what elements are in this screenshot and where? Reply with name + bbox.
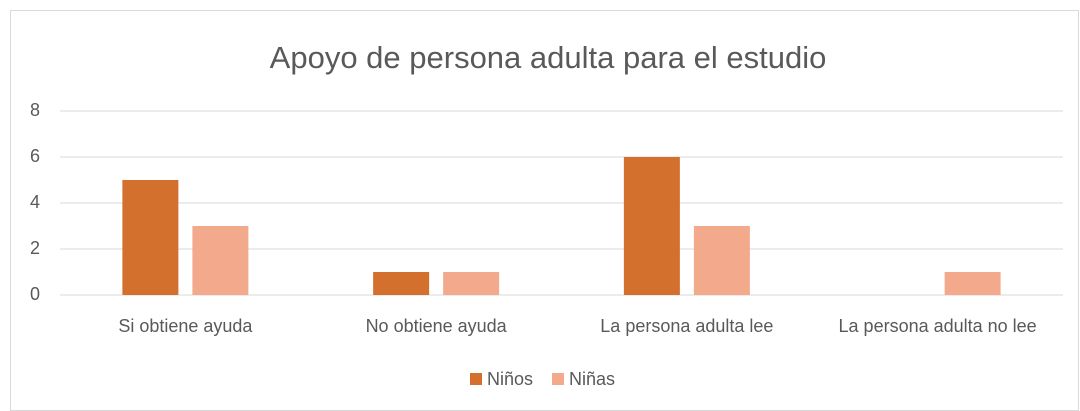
- x-tick-label: La persona adulta no lee: [839, 316, 1037, 336]
- legend-label: Niños: [487, 369, 533, 389]
- legend-label: Niñas: [569, 369, 615, 389]
- y-tick-label: 8: [30, 100, 40, 120]
- y-tick-label: 6: [30, 146, 40, 166]
- bar: [443, 272, 500, 295]
- bar: [944, 272, 1001, 295]
- bar: [192, 226, 249, 295]
- bar: [693, 226, 750, 295]
- x-tick-label: No obtiene ayuda: [366, 316, 508, 336]
- y-tick-label: 4: [30, 192, 40, 212]
- y-tick-label: 2: [30, 238, 40, 258]
- bar: [623, 157, 680, 295]
- bar: [373, 272, 430, 295]
- bar: [122, 180, 179, 295]
- chart-border: [10, 10, 1079, 411]
- x-tick-label: La persona adulta lee: [600, 316, 773, 336]
- chart-title: Apoyo de persona adulta para el estudio: [270, 40, 827, 75]
- x-tick-label: Si obtiene ayuda: [118, 316, 253, 336]
- y-tick-label: 0: [30, 284, 40, 304]
- legend-swatch: [470, 373, 482, 385]
- legend-swatch: [552, 373, 564, 385]
